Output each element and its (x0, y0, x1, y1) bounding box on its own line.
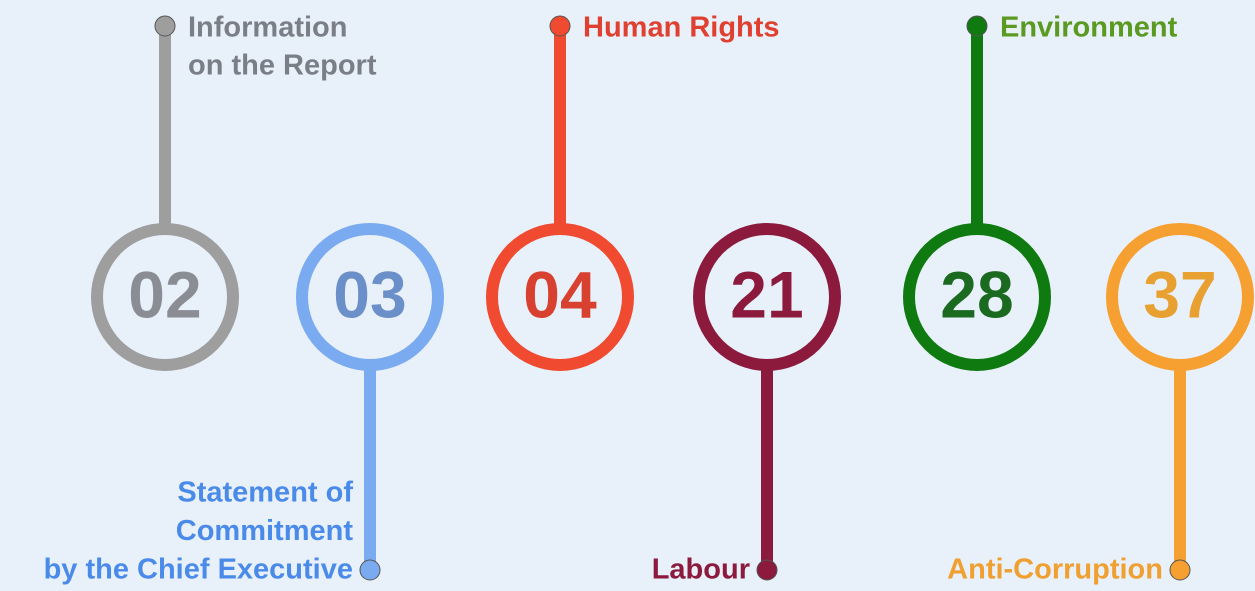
page-number: 21 (730, 257, 803, 331)
ring (1106, 223, 1254, 371)
dot (1169, 559, 1191, 581)
section-label: Information (188, 12, 348, 44)
section-label: Environment (1000, 12, 1178, 44)
dot (154, 15, 176, 37)
page-number: 02 (128, 257, 201, 331)
section-label: Statement of (177, 477, 353, 509)
ring (91, 223, 239, 371)
ring (903, 223, 1051, 371)
ring (693, 223, 841, 371)
dot (549, 15, 571, 37)
section-label: Anti-Corruption (947, 554, 1163, 586)
ring (486, 223, 634, 371)
section-label: on the Report (188, 50, 377, 82)
dot (359, 559, 381, 581)
dot (756, 559, 778, 581)
page-number: 28 (940, 257, 1013, 331)
dot (966, 15, 988, 37)
section-label: Human Rights (583, 12, 780, 44)
section-label: Labour (652, 554, 750, 586)
page-number: 37 (1143, 257, 1216, 331)
section-label: Commitment (176, 515, 354, 547)
section-label: by the Chief Executive (44, 554, 353, 586)
page-number: 04 (523, 257, 597, 331)
page-number: 03 (333, 257, 406, 331)
ring (296, 223, 444, 371)
